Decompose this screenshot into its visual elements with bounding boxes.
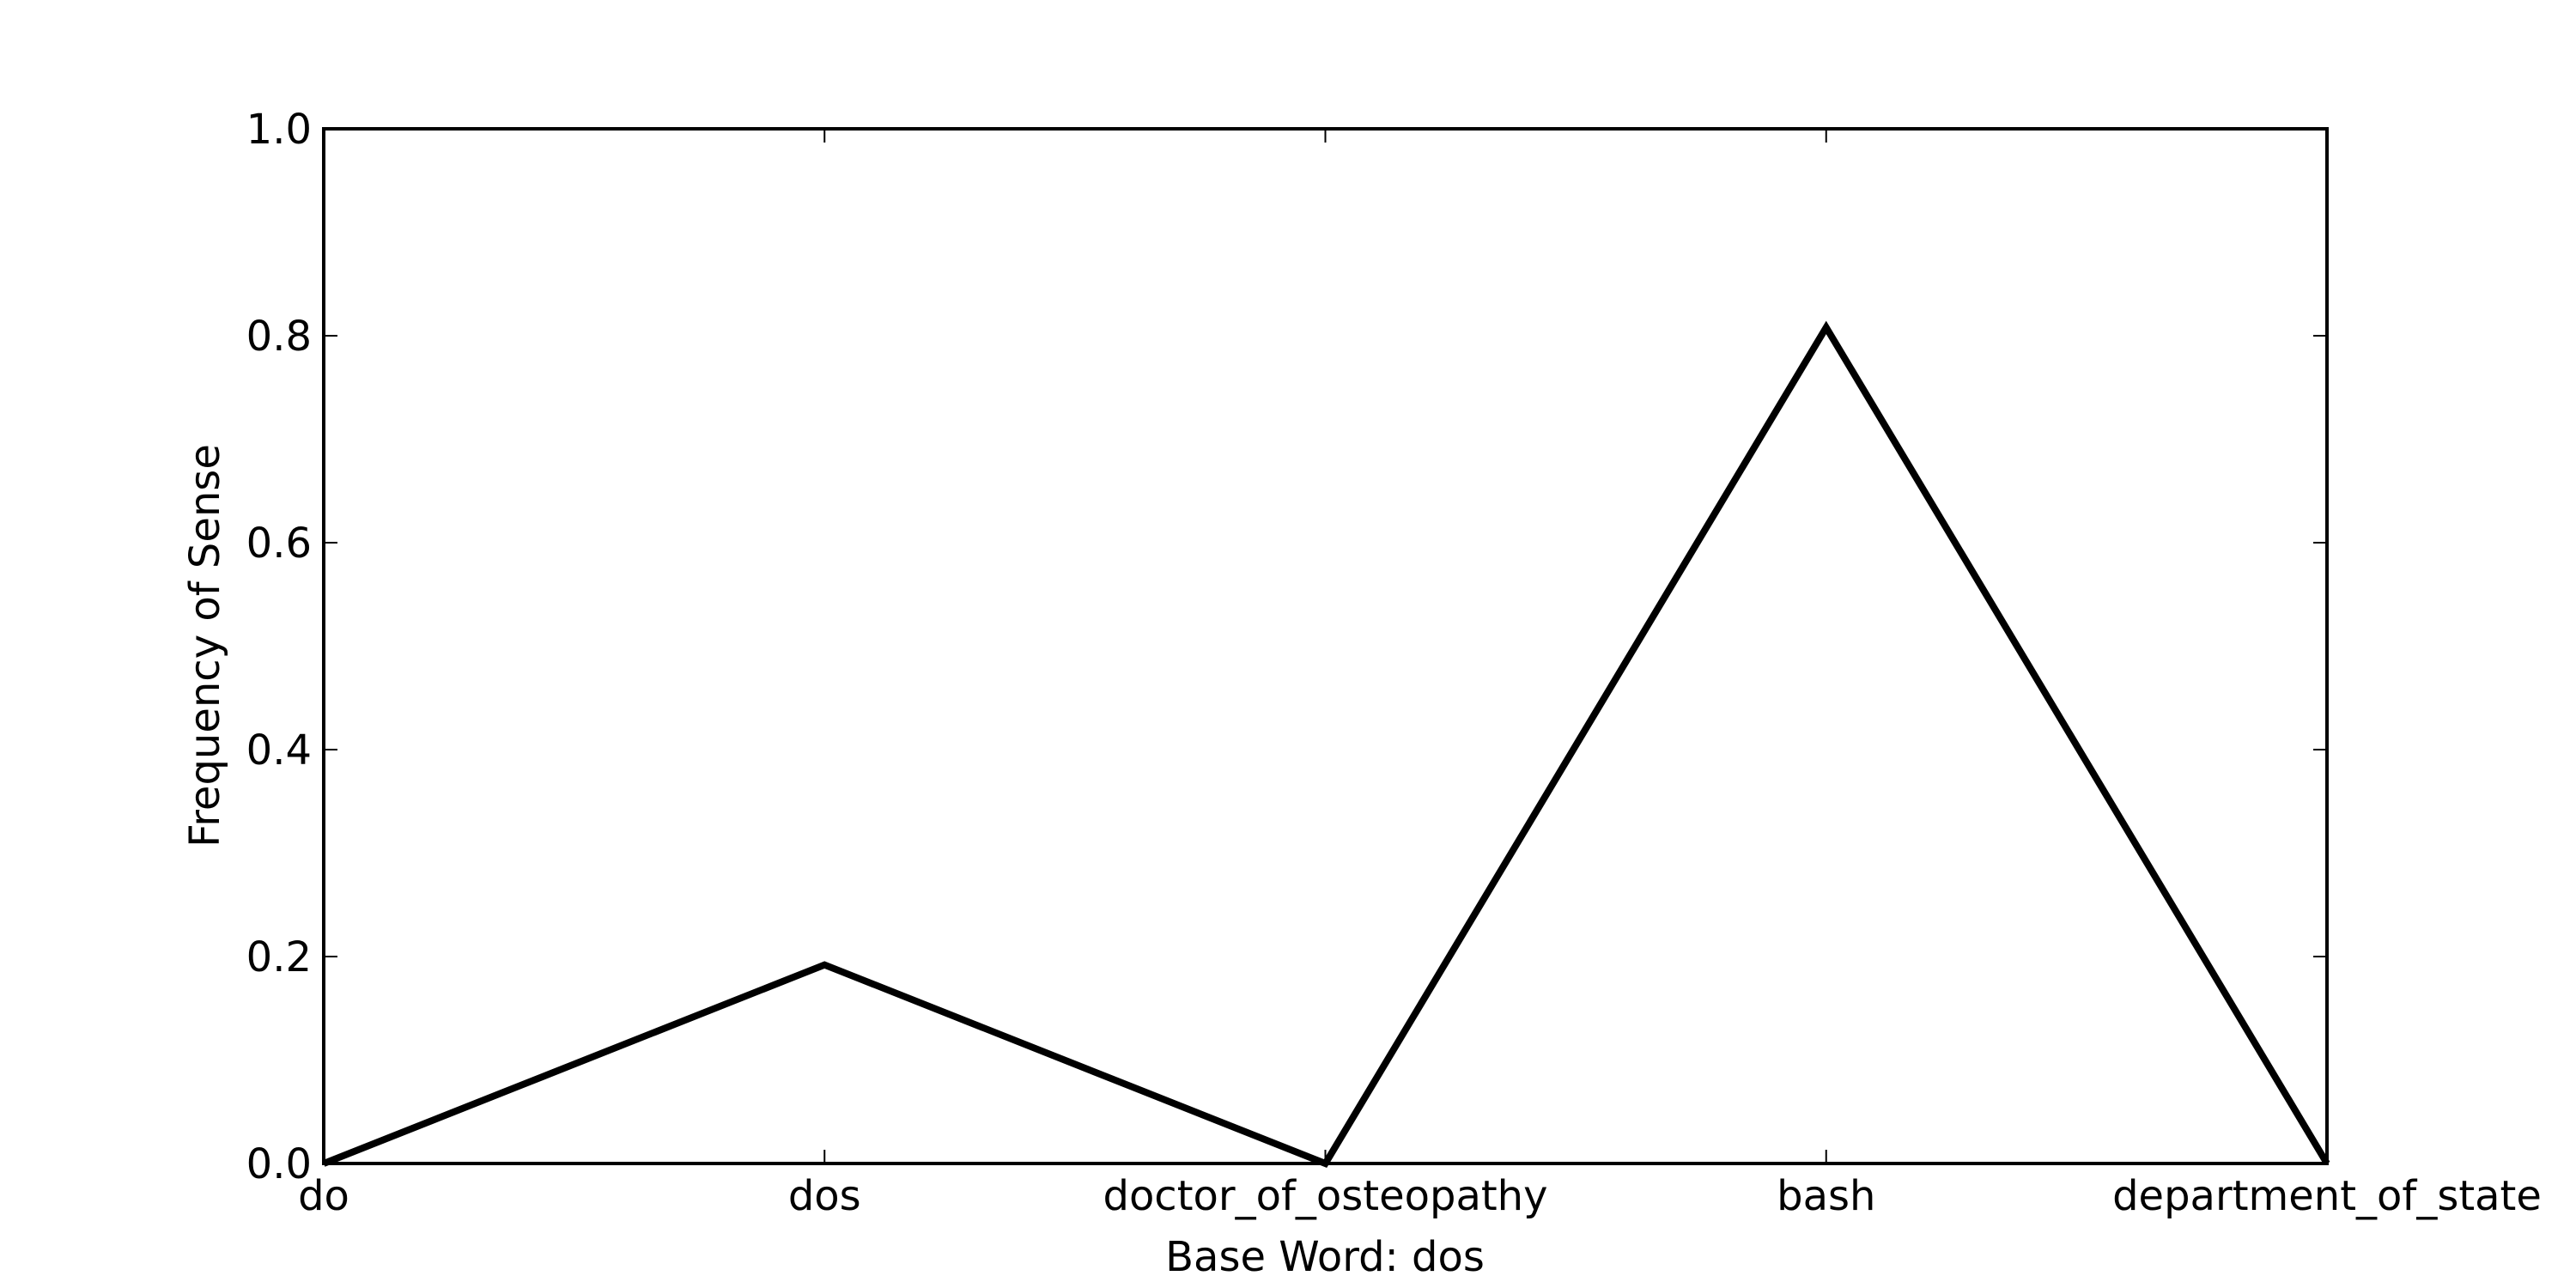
y-axis-label: Frequency of Sense — [181, 444, 229, 848]
y-tick-label: 0.0 — [246, 1140, 312, 1188]
y-tick-label: 0.6 — [246, 519, 312, 568]
series-line — [322, 320, 2330, 1168]
x-tick-label: department_of_state — [2112, 1172, 2542, 1220]
y-tick-label: 0.2 — [246, 933, 312, 981]
y-tick-label: 0.4 — [246, 726, 312, 775]
x-tick-label: dos — [788, 1172, 861, 1220]
plot-area — [322, 127, 2329, 1165]
x-tick-label: doctor_of_osteopathy — [1103, 1172, 1547, 1220]
y-axis-ticks: 0.0 0.2 0.4 0.6 0.8 1.0 — [246, 106, 2327, 1188]
y-tick-label: 1.0 — [246, 106, 312, 154]
x-axis-label: Base Word: dos — [1165, 1233, 1485, 1281]
x-axis-ticks: do dos doctor_of_osteopathy bash department_… — [298, 129, 2542, 1220]
x-tick-label: do — [298, 1172, 349, 1220]
y-tick-label: 0.8 — [246, 313, 312, 361]
x-tick-label: bash — [1777, 1172, 1875, 1220]
